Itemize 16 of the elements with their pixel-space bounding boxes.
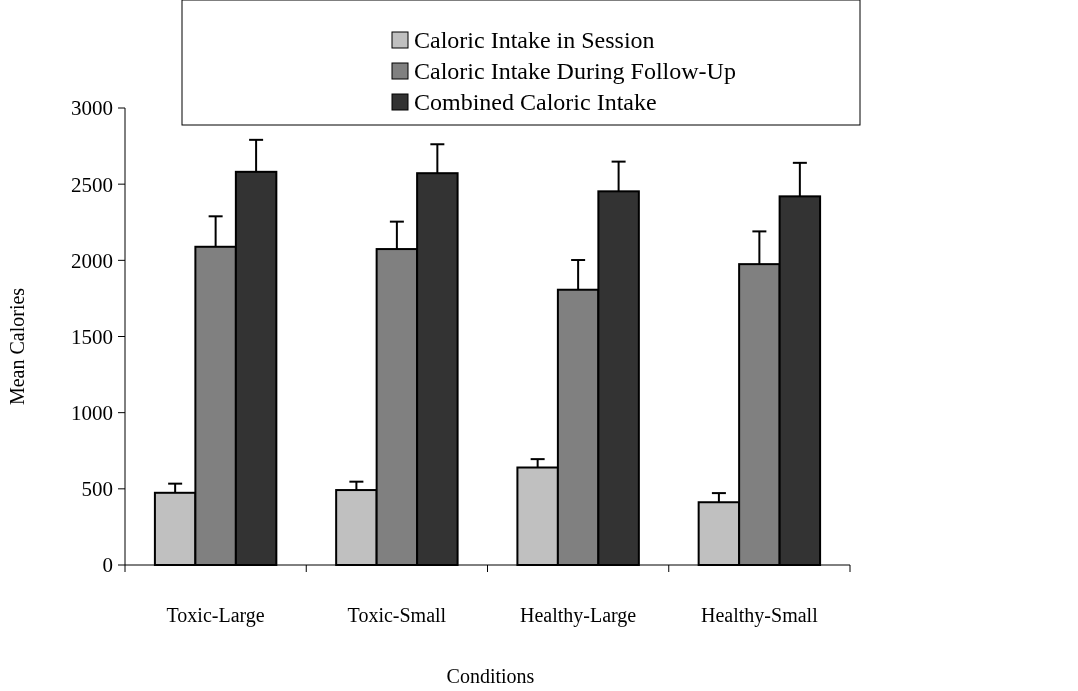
- x-axis-title: Conditions: [446, 665, 535, 687]
- x-tick-label: Healthy-Large: [520, 604, 637, 627]
- x-tick-label: Toxic-Large: [166, 604, 265, 627]
- legend-label: Caloric Intake During Follow-Up: [414, 58, 736, 85]
- y-tick-label: 2000: [71, 248, 113, 273]
- legend-label: Combined Caloric Intake: [414, 89, 657, 116]
- y-axis-title: Mean Calories: [6, 287, 28, 406]
- y-tick-label: 3000: [71, 96, 113, 121]
- x-tick-label: Healthy-Small: [701, 604, 819, 627]
- y-tick-label: 500: [81, 477, 113, 502]
- legend-label: Caloric Intake in Session: [414, 27, 655, 54]
- x-tick-label: Toxic-Small: [347, 604, 447, 626]
- y-tick-label: 2500: [71, 172, 113, 197]
- y-tick-label: 1000: [71, 401, 113, 426]
- y-tick-label: 0: [102, 553, 113, 578]
- y-tick-label: 1500: [71, 324, 113, 349]
